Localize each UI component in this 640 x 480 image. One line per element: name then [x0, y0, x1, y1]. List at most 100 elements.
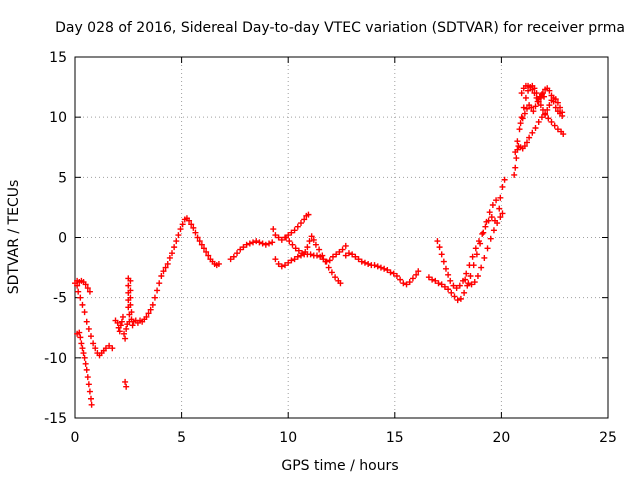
data-point — [291, 227, 298, 234]
data-point — [474, 273, 481, 280]
data-point — [278, 263, 285, 270]
data-point — [377, 264, 384, 271]
data-point — [469, 253, 476, 260]
data-point — [305, 211, 312, 218]
data-point — [429, 276, 436, 283]
data-point — [478, 264, 485, 271]
data-point — [88, 401, 95, 408]
data-point — [494, 220, 501, 227]
data-series — [283, 233, 344, 287]
data-point — [82, 360, 89, 367]
data-point — [79, 345, 86, 352]
data-point — [342, 242, 349, 249]
data-point — [532, 103, 539, 110]
x-tick-label: 20 — [492, 430, 510, 446]
data-point — [466, 262, 473, 269]
data-point — [78, 340, 85, 347]
data-point — [518, 90, 525, 97]
data-point — [463, 270, 470, 277]
data-point — [358, 258, 365, 265]
data-point — [87, 333, 94, 340]
data-point — [471, 279, 478, 286]
data-point — [546, 102, 553, 109]
chart-title: Day 028 of 2016, Sidereal Day-to-day VTE… — [55, 20, 625, 36]
data-point — [85, 381, 92, 388]
data-point — [349, 251, 356, 258]
data-point — [393, 273, 400, 280]
data-point — [456, 282, 463, 289]
data-point — [118, 318, 125, 325]
data-point — [450, 282, 457, 289]
data-point — [518, 114, 525, 121]
data-point — [548, 92, 555, 99]
data-point — [530, 108, 537, 115]
data-point — [75, 288, 82, 295]
data-series — [125, 215, 222, 329]
data-series — [72, 277, 116, 359]
data-point — [282, 262, 289, 269]
data-point — [374, 263, 381, 270]
data-point — [147, 306, 154, 313]
data-point — [299, 250, 306, 257]
y-tick-label: 10 — [49, 110, 67, 126]
data-point — [465, 280, 472, 287]
data-point — [253, 238, 260, 245]
data-point — [384, 266, 391, 273]
data-point — [493, 197, 500, 204]
x-tick-label: 25 — [599, 430, 617, 446]
y-tick-label: 0 — [58, 231, 67, 247]
data-point — [559, 112, 566, 119]
data-point — [387, 269, 394, 276]
data-point — [145, 310, 152, 317]
data-point — [435, 280, 442, 287]
data-point — [488, 214, 495, 221]
data-point — [283, 234, 290, 241]
data-point — [485, 217, 492, 224]
y-tick-label: -5 — [53, 291, 67, 307]
data-point — [316, 246, 323, 253]
data-point — [461, 289, 468, 296]
data-point — [285, 259, 292, 266]
data-point — [513, 155, 520, 162]
data-point — [114, 319, 121, 326]
data-point — [259, 240, 266, 247]
data-point — [337, 280, 344, 287]
data-point — [521, 143, 528, 150]
data-point — [381, 265, 388, 272]
data-point — [511, 171, 518, 178]
data-series — [462, 176, 508, 288]
data-point — [81, 354, 88, 361]
data-series — [227, 211, 312, 263]
data-point — [192, 229, 199, 236]
data-point — [200, 245, 207, 252]
data-point — [333, 251, 340, 258]
y-tick-label: -15 — [44, 411, 67, 427]
x-tick-label: 0 — [71, 430, 80, 446]
data-point — [246, 240, 253, 247]
data-series — [272, 242, 349, 270]
data-point — [529, 86, 536, 93]
data-point — [205, 252, 212, 259]
data-point — [326, 257, 333, 264]
data-point — [514, 138, 521, 145]
data-point — [158, 273, 165, 280]
data-point — [453, 285, 460, 292]
data-point — [86, 388, 93, 395]
data-point — [175, 232, 182, 239]
data-point — [156, 280, 163, 287]
data-point — [472, 245, 479, 252]
data-point — [294, 253, 301, 260]
data-point — [143, 313, 150, 320]
data-point — [77, 334, 84, 341]
data-point — [501, 176, 508, 183]
data-point — [270, 226, 277, 233]
data-point — [545, 115, 552, 122]
data-point — [186, 217, 193, 224]
data-point — [92, 345, 99, 352]
y-tick-label: 5 — [58, 170, 67, 186]
data-point — [74, 277, 81, 284]
data-point — [149, 301, 156, 308]
data-point — [406, 279, 413, 286]
data-series — [511, 111, 567, 178]
data-point — [542, 110, 549, 117]
